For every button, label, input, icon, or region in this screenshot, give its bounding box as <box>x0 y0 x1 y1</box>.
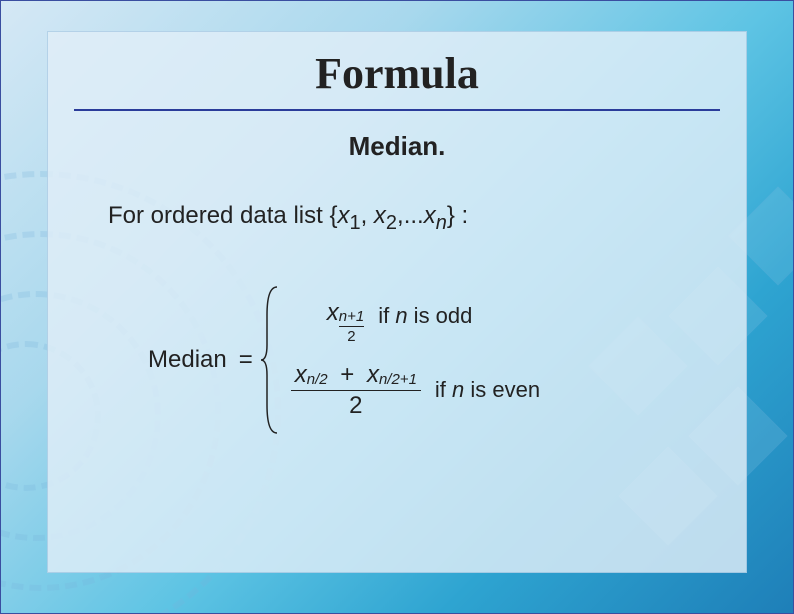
case-odd: x n+1 2 if n is odd <box>291 299 540 334</box>
slide-frame: Formula Median. For ordered data list {x… <box>0 0 794 614</box>
lead-subn: n <box>436 212 447 234</box>
lead-prefix: For ordered data list { <box>108 202 337 229</box>
case2-denominator: 2 <box>345 391 366 421</box>
formula-lhs: Median <box>148 346 227 374</box>
equals-sign: = <box>239 346 253 374</box>
case2-x2: x <box>367 363 379 387</box>
formula: Median = x n+1 2 if n is o <box>148 285 746 435</box>
page-title: Formula <box>48 48 746 99</box>
case2-x1: x <box>295 363 307 387</box>
case2-fraction: x n/2 + x n/2+1 2 <box>291 360 421 422</box>
case2-sub2: n/2+1 <box>379 372 417 387</box>
lead-sep2: ,... <box>397 202 424 229</box>
case2-numerator: x n/2 + x n/2+1 <box>291 360 421 390</box>
case2-plus: + <box>340 361 354 388</box>
case2-sub1: n/2 <box>307 372 328 387</box>
lead-x1: x <box>337 202 349 229</box>
cases: x n+1 2 if n is odd <box>291 299 540 422</box>
lead-sep1: , <box>361 202 374 229</box>
lead-text: For ordered data list {x1, x2,...xn} : <box>108 202 746 235</box>
lead-xn: x <box>424 202 436 229</box>
lead-x2: x <box>374 202 386 229</box>
case1-cond-post: is odd <box>408 303 473 328</box>
case1-x: x <box>327 299 339 327</box>
case1-sub-den: 2 <box>347 329 355 344</box>
case1-cond-pre: if <box>378 303 395 328</box>
content-card: Formula Median. For ordered data list {x… <box>47 31 747 573</box>
case1-subscript-frac: n+1 2 <box>339 309 364 344</box>
case1-sub-num: n+1 <box>339 309 364 324</box>
case2-condition: if n is even <box>435 377 540 403</box>
lead-suffix: } : <box>447 202 468 229</box>
case2-cond-post: is even <box>464 377 540 402</box>
case2-cond-var: n <box>452 377 464 402</box>
subtitle: Median. <box>48 131 746 162</box>
case1-term: x n+1 2 <box>327 299 364 334</box>
lead-sub2: 2 <box>386 212 397 234</box>
case1-cond-var: n <box>395 303 407 328</box>
case1-condition: if n is odd <box>378 303 472 329</box>
lead-sub1: 1 <box>349 212 360 234</box>
left-brace-icon <box>259 285 281 435</box>
title-underline <box>74 109 720 111</box>
case-even: x n/2 + x n/2+1 2 if <box>291 360 540 422</box>
case2-cond-pre: if <box>435 377 452 402</box>
